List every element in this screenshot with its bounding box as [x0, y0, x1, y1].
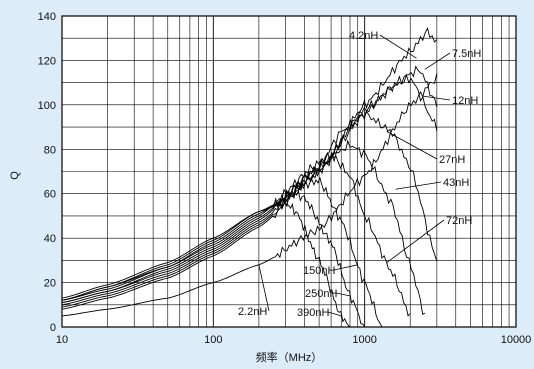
series-leader-27nH — [386, 131, 438, 160]
series-line-7.5nH — [61, 65, 438, 308]
series-leader-390nH — [327, 311, 342, 317]
y-tick-label: 120 — [38, 55, 56, 67]
y-tick-label: 20 — [44, 278, 56, 290]
series-label-150nH: 150nH — [303, 265, 335, 277]
series-label-27nH: 27nH — [439, 154, 465, 166]
series-leader-7.5nH — [424, 52, 451, 70]
y-tick-label: 100 — [38, 100, 56, 112]
x-tick-label: 10000 — [501, 334, 532, 346]
series-label-72nH: 72nH — [446, 215, 472, 227]
y-tick-label: 60 — [44, 189, 56, 201]
series-line-2.2nH — [61, 73, 438, 317]
series-line-390nH — [61, 197, 351, 328]
series-line-27nH — [61, 110, 438, 304]
series-line-12nH — [61, 73, 438, 306]
x-tick-label: 100 — [204, 334, 222, 346]
x-tick-label: 10 — [56, 334, 68, 346]
series-line-4.2nH — [61, 27, 438, 310]
y-axis-label: Q — [9, 171, 21, 180]
x-axis-label: 频率（MHz） — [256, 350, 323, 364]
series-leader-43nH — [395, 181, 442, 190]
series-leader-4.2nH — [379, 34, 417, 59]
x-tick-label: 1000 — [352, 334, 376, 346]
series-label-250nH: 250nH — [305, 288, 337, 300]
series-leader-72nH — [386, 219, 445, 263]
series-line-43nH — [61, 139, 426, 315]
series-leader-12nH — [422, 95, 451, 101]
series-label-7.5nH: 7.5nH — [452, 48, 481, 60]
series-leader-250nH — [335, 292, 351, 297]
series-leader-2.2nH — [258, 264, 270, 312]
series-line-250nH — [61, 189, 366, 328]
series-label-43nH: 43nH — [443, 177, 469, 189]
series-label-12nH: 12nH — [452, 95, 478, 107]
y-tick-label: 0 — [50, 322, 56, 334]
series-label-2.2nH: 2.2nH — [238, 306, 267, 318]
series-label-4.2nH: 4.2nH — [349, 30, 378, 42]
series-line-72nH — [61, 151, 411, 317]
series-label-390nH: 390nH — [297, 307, 329, 319]
y-tick-label: 80 — [44, 144, 56, 156]
plot-frame — [61, 15, 517, 328]
y-tick-label: 40 — [44, 233, 56, 245]
y-tick-label: 140 — [38, 11, 56, 23]
series-leader-150nH — [333, 264, 358, 271]
